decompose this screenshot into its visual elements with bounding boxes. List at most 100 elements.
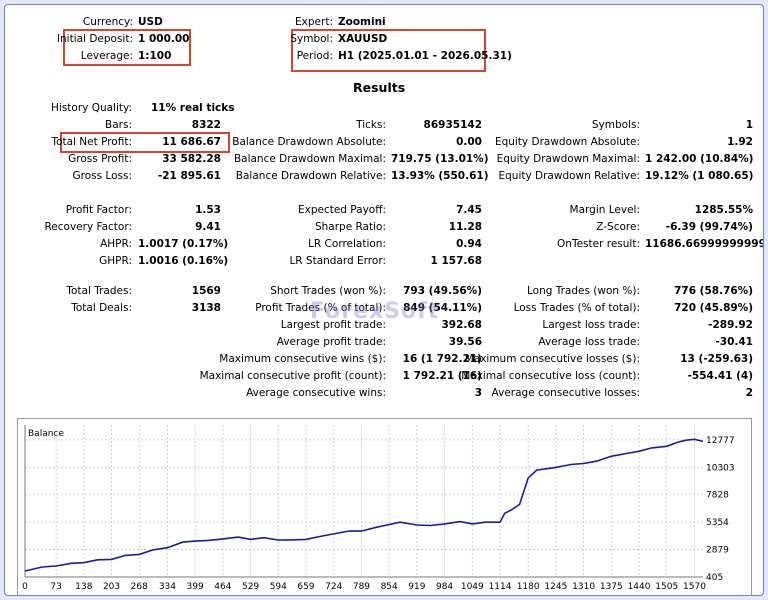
stat-label: Short Trades (won %):: [270, 285, 386, 297]
stat-value: 1285.55%: [694, 204, 753, 216]
initial-deposit-label: Initial Deposit:: [56, 33, 133, 45]
history-quality-value: 11% real ticks: [151, 102, 235, 114]
stat-label: Average consecutive losses:: [491, 387, 640, 399]
deposit-leverage-highlight: [63, 29, 191, 66]
stat-label: Maximum consecutive losses ($):: [464, 353, 640, 365]
symbol-value: XAUUSD: [338, 33, 388, 45]
x-tick-label: 659: [297, 582, 314, 592]
stat-label: Balance Drawdown Absolute:: [232, 136, 386, 148]
stat-label: Long Trades (won %):: [526, 285, 640, 297]
stat-value: 0.00: [456, 136, 482, 148]
x-tick-label: 399: [187, 582, 204, 592]
stat-value: 1 792.21 (16): [402, 370, 482, 382]
x-tick-label: 919: [408, 582, 425, 592]
expert-value: Zoomini: [338, 16, 386, 28]
stat-value: 3138: [191, 302, 221, 314]
x-tick-label: 1114: [489, 582, 512, 592]
balance-chart: Balance 0 73 138 203 268 334 399 464 529 594 659 724…: [17, 418, 752, 595]
stat-value: 33 582.28: [162, 153, 221, 165]
stat-label: Balance Drawdown Relative:: [235, 170, 386, 182]
stat-label: LR Correlation:: [308, 238, 386, 250]
results-heading: Results: [353, 80, 406, 95]
stat-value: 1 157.68: [430, 255, 482, 267]
watermark-logo: ForexSoft: [310, 299, 440, 324]
stat-value: 39.56: [448, 336, 482, 348]
stat-label: Average profit trade:: [276, 336, 386, 348]
stat-label: Equity Drawdown Absolute:: [494, 136, 640, 148]
x-tick-label: 724: [325, 582, 342, 592]
x-tick-label: 789: [353, 582, 370, 592]
stat-label: Loss Trades (% of total):: [513, 302, 640, 314]
stat-label: Total Net Profit:: [51, 136, 132, 148]
stat-value: 720 (45.89%): [674, 302, 753, 314]
x-tick-label: 1245: [544, 582, 567, 592]
stat-label: Expected Payoff:: [297, 204, 386, 216]
stat-value: 0.94: [456, 238, 482, 250]
stat-value: 1.92: [727, 136, 753, 148]
initial-deposit-value: 1 000.00: [138, 33, 190, 45]
leverage-label: Leverage:: [80, 50, 133, 62]
stat-label: Average loss trade:: [538, 336, 640, 348]
stat-value: 7.45: [456, 204, 482, 216]
x-tick-label: 984: [436, 582, 453, 592]
stat-label: GHPR:: [99, 255, 132, 267]
stat-label: Gross Loss:: [72, 170, 133, 182]
currency-value: USD: [138, 16, 163, 28]
x-tick-label: 1310: [572, 582, 595, 592]
stat-label: AHPR:: [100, 238, 132, 250]
symbol-label: Symbol:: [290, 33, 333, 45]
x-tick-label: 268: [131, 582, 148, 592]
stat-value: 2: [745, 387, 753, 399]
leverage-value: 1:100: [138, 50, 172, 62]
x-tick-label: 0: [22, 582, 28, 592]
stat-value: 1.0016 (0.16%): [138, 255, 229, 267]
stat-label: Gross Profit:: [68, 153, 132, 165]
stat-value: 11 686.67: [162, 136, 221, 148]
stat-value: 11686.66999999999: [645, 238, 764, 250]
x-tick-label: 1375: [600, 582, 623, 592]
stat-value: -21 895.61: [157, 170, 221, 182]
period-value: H1 (2025.01.01 - 2026.05.31): [338, 50, 512, 62]
stat-value: -289.92: [708, 319, 753, 331]
stat-value: 1.0017 (0.17%): [138, 238, 229, 250]
stat-value: 1569: [191, 285, 221, 297]
history-quality-label: History Quality:: [51, 102, 132, 114]
stat-value: 8322: [191, 119, 221, 131]
y-tick-label: 7828: [706, 491, 729, 501]
stat-label: Largest loss trade:: [542, 319, 640, 331]
stat-label: Maximal consecutive profit (count):: [199, 370, 386, 382]
stat-label: Bars:: [105, 119, 132, 131]
x-tick-label: 334: [159, 582, 176, 592]
stat-label: Maximum consecutive wins ($):: [219, 353, 386, 365]
stat-label: Profit Trades (% of total):: [255, 302, 386, 314]
stat-label: Average consecutive wins:: [246, 387, 386, 399]
symbol-period-highlight: [291, 29, 486, 72]
x-tick-label: 529: [242, 582, 259, 592]
stat-value: 793 (49.56%): [403, 285, 482, 297]
stat-label: Equity Drawdown Maximal:: [496, 153, 640, 165]
stat-value: 9.41: [195, 221, 221, 233]
currency-label: Currency:: [82, 16, 133, 28]
stat-value: 849 (54.11%): [403, 302, 482, 314]
x-tick-label: 1180: [517, 582, 540, 592]
stat-label: Margin Level:: [569, 204, 640, 216]
stat-value: 1: [745, 119, 753, 131]
stat-label: Recovery Factor:: [44, 221, 132, 233]
stat-value: 1.53: [195, 204, 221, 216]
stat-value: 86935142: [423, 119, 482, 131]
period-label: Period:: [296, 50, 333, 62]
report-frame: Currency: USD Initial Deposit: 1 000.00 …: [4, 4, 764, 596]
y-tick-label: 405: [706, 573, 723, 583]
y-tick-label: 5354: [706, 518, 729, 528]
balance-chart-svg: Balance 0 73 138 203 268 334 399 464 529 594 659 724…: [22, 425, 735, 592]
stat-label: Maximal consecutive loss (count):: [461, 370, 640, 382]
net-profit-highlight: [60, 132, 230, 153]
stat-label: Sharpe Ratio:: [314, 221, 386, 233]
stat-value: 776 (58.76%): [674, 285, 753, 297]
stat-value: 11.28: [448, 221, 482, 233]
x-tick-label: 73: [50, 582, 61, 592]
y-tick-label: 10303: [706, 463, 735, 473]
stat-label: OnTester result:: [557, 238, 640, 250]
stat-value: 392.68: [441, 319, 482, 331]
chart-title: Balance: [28, 429, 64, 439]
